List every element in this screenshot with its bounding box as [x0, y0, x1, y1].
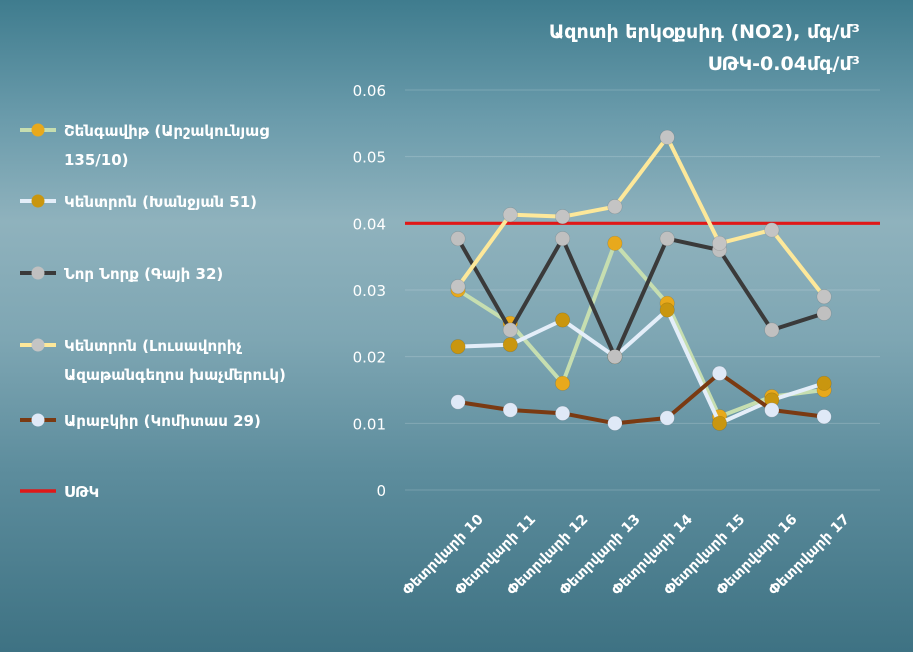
chart-title: Ազոտի երկօքսիդ (NO2), մգ/մ³ [549, 21, 860, 43]
legend-label: Շենգավիթ (Արշակունյաց [64, 122, 269, 140]
y-tick-label: 0.01 [353, 415, 386, 433]
data-point [659, 231, 675, 247]
y-tick-label: 0.02 [353, 349, 386, 367]
data-point [816, 289, 832, 305]
legend-marker-swatch [31, 194, 45, 208]
data-point [450, 231, 466, 247]
data-point [607, 199, 623, 215]
legend-label: 135/10) [64, 151, 129, 169]
data-point [816, 409, 832, 425]
series-layer [450, 129, 832, 431]
data-point [450, 339, 466, 355]
legend-item: Նոր Նորք (Գայի 32) [20, 265, 223, 283]
series-line [456, 371, 827, 426]
data-point [450, 279, 466, 295]
data-point [711, 415, 727, 431]
data-point [502, 322, 518, 338]
series-line [456, 241, 827, 419]
legend-item: Կենտրոն (Լուսավորիչ Ազաթանգեղոս խաչմերուկ… [20, 337, 286, 384]
legend: Շենգավիթ (Արշակունյաց 135/10) Կենտրոն (Խան… [20, 122, 286, 501]
y-tick-label: 0.05 [353, 149, 386, 167]
data-point [502, 207, 518, 223]
data-point [502, 402, 518, 418]
y-tick-label: 0.04 [353, 215, 386, 233]
data-point [816, 305, 832, 321]
legend-item-reference: ՍԹԿ [20, 483, 99, 501]
legend-label: Կենտրոն (Խանջյան 51) [64, 193, 257, 211]
legend-marker-swatch [31, 413, 45, 427]
data-point [764, 322, 780, 338]
data-point [659, 302, 675, 318]
legend-marker-swatch [31, 123, 45, 137]
data-point [450, 394, 466, 410]
legend-item: Շենգավիթ (Արշակունյաց 135/10) [20, 122, 269, 169]
legend-item: Արաբկիր (Կոմիտաս 29) [20, 412, 261, 430]
series-line [456, 236, 827, 359]
data-point [764, 402, 780, 418]
data-point [607, 349, 623, 365]
data-point [555, 375, 571, 391]
y-tick-label: 0.06 [353, 82, 386, 100]
data-point [659, 410, 675, 426]
data-point [555, 231, 571, 247]
data-point [502, 337, 518, 353]
data-point [555, 209, 571, 225]
y-tick-label: 0.03 [353, 282, 386, 300]
legend-label: Կենտրոն (Լուսավորիչ [64, 337, 242, 355]
data-point [607, 415, 623, 431]
series-5 [450, 365, 832, 431]
y-tick-label: 0 [376, 482, 386, 500]
data-point [711, 365, 727, 381]
data-point [607, 235, 623, 251]
data-point [555, 405, 571, 421]
legend-label: ՍԹԿ [64, 483, 99, 501]
y-axis: 0 0.01 0.02 0.03 0.04 0.05 0.06 [353, 82, 386, 500]
legend-label: Արաբկիր (Կոմիտաս 29) [64, 412, 261, 430]
legend-label: Նոր Նորք (Գայի 32) [64, 265, 223, 283]
data-point [764, 222, 780, 238]
data-point [816, 375, 832, 391]
legend-item: Կենտրոն (Խանջյան 51) [20, 193, 257, 211]
legend-label: Ազաթանգեղոս խաչմերուկ) [64, 366, 286, 384]
legend-marker-swatch [31, 266, 45, 280]
chart-subtitle: ՍԹԿ-0.04մգ/մ³ [708, 53, 860, 75]
chart-title-group: Ազոտի երկօքսիդ (NO2), մգ/մ³ ՍԹԿ-0.04մգ/մ… [549, 21, 860, 75]
data-point [659, 129, 675, 145]
data-point [711, 235, 727, 251]
series-line [456, 135, 827, 299]
data-point [555, 312, 571, 328]
series-4 [450, 129, 832, 305]
legend-marker-swatch [31, 338, 45, 352]
